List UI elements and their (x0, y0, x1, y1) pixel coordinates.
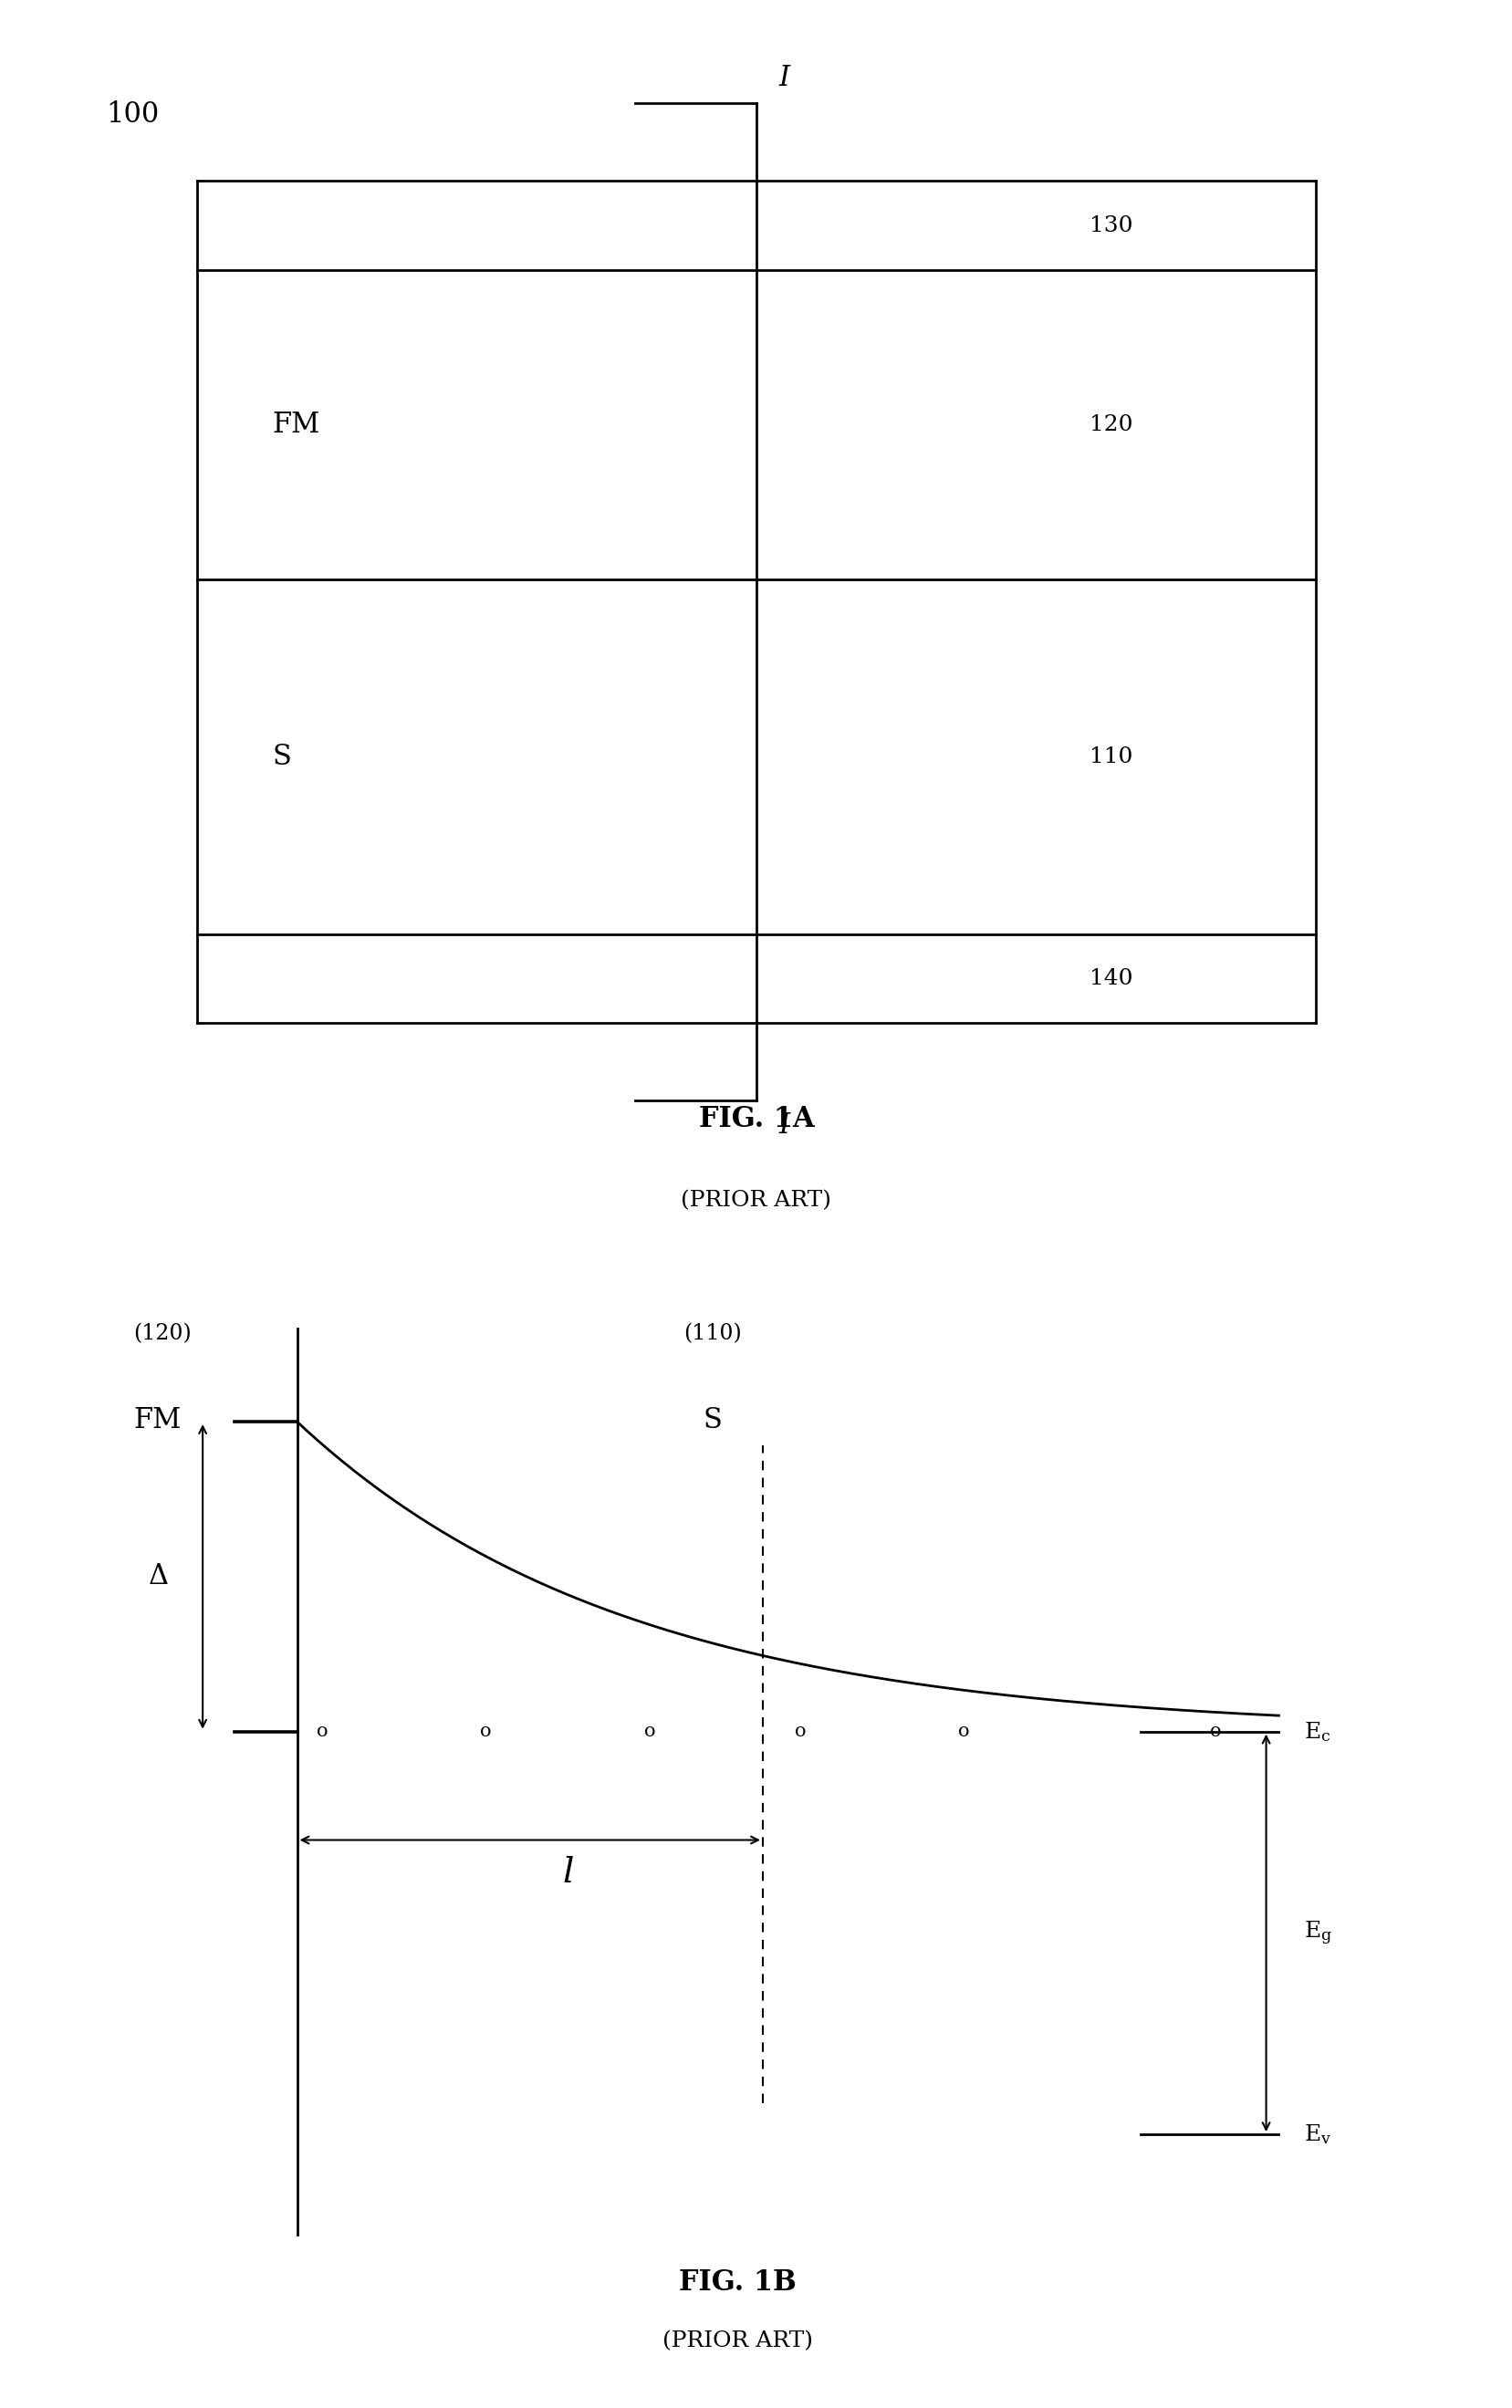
Text: FM: FM (272, 412, 321, 438)
Text: o: o (479, 1722, 491, 1741)
Text: o: o (794, 1722, 806, 1741)
Text: o: o (957, 1722, 969, 1741)
Text: l: l (561, 1857, 573, 1890)
Text: $\mathregular{E_v}$: $\mathregular{E_v}$ (1303, 2121, 1331, 2146)
Text: 110: 110 (1089, 746, 1132, 768)
Text: FIG. 1B: FIG. 1B (679, 2268, 795, 2297)
Text: I: I (779, 65, 789, 92)
Text: S: S (272, 744, 292, 771)
Text: o: o (644, 1722, 655, 1741)
Text: 120: 120 (1089, 414, 1132, 436)
Text: FM: FM (133, 1406, 181, 1435)
Text: $\mathregular{E_g}$: $\mathregular{E_g}$ (1303, 1919, 1332, 1946)
Text: Δ: Δ (148, 1563, 169, 1592)
Text: o: o (316, 1722, 328, 1741)
Text: $\mathregular{E_c}$: $\mathregular{E_c}$ (1303, 1719, 1331, 1743)
Text: FIG. 1A: FIG. 1A (699, 1105, 813, 1134)
Text: (PRIOR ART): (PRIOR ART) (662, 2331, 812, 2350)
Text: S: S (703, 1406, 721, 1435)
Text: 140: 140 (1089, 968, 1132, 990)
Text: o: o (1210, 1722, 1220, 1741)
Text: 130: 130 (1089, 214, 1132, 236)
Text: (PRIOR ART): (PRIOR ART) (680, 1190, 832, 1211)
Text: I: I (779, 1112, 789, 1139)
Text: 100: 100 (106, 101, 159, 128)
Text: (110): (110) (683, 1324, 741, 1344)
Text: (120): (120) (133, 1324, 192, 1344)
